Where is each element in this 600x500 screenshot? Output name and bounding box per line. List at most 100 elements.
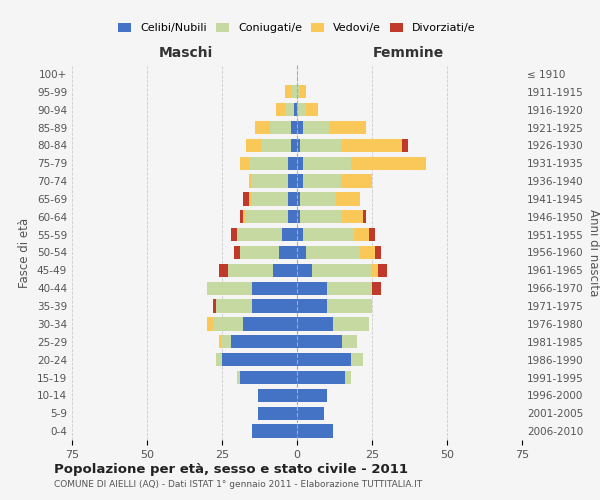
Bar xyxy=(297,103,306,117)
Bar xyxy=(297,85,300,98)
Bar xyxy=(378,264,387,277)
Bar xyxy=(207,282,252,295)
Bar xyxy=(297,138,300,152)
Bar xyxy=(252,282,297,295)
Bar xyxy=(246,210,288,224)
Bar xyxy=(243,192,249,205)
Bar xyxy=(291,121,297,134)
Bar xyxy=(363,210,366,224)
Bar xyxy=(360,246,375,259)
Bar xyxy=(372,282,381,295)
Bar xyxy=(288,174,297,188)
Bar xyxy=(255,121,270,134)
Bar xyxy=(222,335,231,348)
Bar xyxy=(249,192,252,205)
Bar xyxy=(297,388,327,402)
Bar xyxy=(297,282,327,295)
Bar xyxy=(345,371,351,384)
Bar xyxy=(354,228,369,241)
Bar xyxy=(351,156,426,170)
Bar xyxy=(372,264,378,277)
Bar xyxy=(342,210,363,224)
Legend: Celibi/Nubili, Coniugati/e, Vedovi/e, Divorziati/e: Celibi/Nubili, Coniugati/e, Vedovi/e, Di… xyxy=(114,18,480,38)
Bar xyxy=(243,317,297,330)
Bar xyxy=(216,353,222,366)
Bar xyxy=(252,192,288,205)
Bar xyxy=(270,121,291,134)
Bar xyxy=(297,174,303,188)
Y-axis label: Fasce di età: Fasce di età xyxy=(19,218,31,288)
Text: Femmine: Femmine xyxy=(373,46,443,60)
Bar xyxy=(342,138,402,152)
Bar xyxy=(402,138,408,152)
Bar xyxy=(252,424,297,438)
Text: Maschi: Maschi xyxy=(159,46,213,60)
Bar xyxy=(243,210,246,224)
Bar xyxy=(297,353,351,366)
Bar xyxy=(297,228,303,241)
Bar xyxy=(237,371,240,384)
Bar xyxy=(300,210,342,224)
Bar xyxy=(333,317,369,330)
Bar xyxy=(291,85,297,98)
Bar xyxy=(249,174,252,188)
Bar xyxy=(312,264,372,277)
Bar xyxy=(252,174,288,188)
Bar xyxy=(219,264,228,277)
Bar xyxy=(288,210,297,224)
Bar xyxy=(231,228,237,241)
Bar xyxy=(369,228,375,241)
Bar xyxy=(258,388,297,402)
Bar xyxy=(297,210,300,224)
Bar xyxy=(303,121,330,134)
Bar xyxy=(240,246,279,259)
Bar xyxy=(288,192,297,205)
Bar xyxy=(291,138,297,152)
Y-axis label: Anni di nascita: Anni di nascita xyxy=(587,209,600,296)
Bar xyxy=(351,353,363,366)
Text: COMUNE DI AIELLI (AQ) - Dati ISTAT 1° gennaio 2011 - Elaborazione TUTTITALIA.IT: COMUNE DI AIELLI (AQ) - Dati ISTAT 1° ge… xyxy=(54,480,422,489)
Bar xyxy=(249,156,288,170)
Bar xyxy=(297,192,300,205)
Bar xyxy=(282,228,297,241)
Bar xyxy=(240,371,297,384)
Bar xyxy=(213,300,216,313)
Bar xyxy=(297,371,345,384)
Bar xyxy=(342,174,372,188)
Bar xyxy=(300,192,336,205)
Bar xyxy=(342,335,357,348)
Bar xyxy=(300,85,306,98)
Bar xyxy=(246,138,261,152)
Bar xyxy=(222,353,297,366)
Bar xyxy=(297,406,324,420)
Bar xyxy=(231,335,297,348)
Bar xyxy=(240,156,249,170)
Bar xyxy=(219,335,222,348)
Bar xyxy=(327,282,372,295)
Bar xyxy=(303,228,354,241)
Bar xyxy=(273,264,297,277)
Bar xyxy=(297,121,303,134)
Bar xyxy=(213,317,243,330)
Bar xyxy=(285,85,291,98)
Text: Popolazione per età, sesso e stato civile - 2011: Popolazione per età, sesso e stato civil… xyxy=(54,462,408,475)
Bar xyxy=(252,300,297,313)
Bar xyxy=(297,156,303,170)
Bar xyxy=(306,246,360,259)
Bar xyxy=(207,317,213,330)
Bar xyxy=(234,246,240,259)
Bar xyxy=(300,138,342,152)
Bar xyxy=(327,300,372,313)
Bar xyxy=(297,335,342,348)
Bar xyxy=(375,246,381,259)
Bar xyxy=(330,121,366,134)
Bar xyxy=(303,156,351,170)
Bar xyxy=(285,103,294,117)
Bar xyxy=(306,103,318,117)
Bar xyxy=(297,317,333,330)
Bar xyxy=(240,210,243,224)
Bar xyxy=(336,192,360,205)
Bar xyxy=(216,300,252,313)
Bar xyxy=(237,228,282,241)
Bar xyxy=(276,103,285,117)
